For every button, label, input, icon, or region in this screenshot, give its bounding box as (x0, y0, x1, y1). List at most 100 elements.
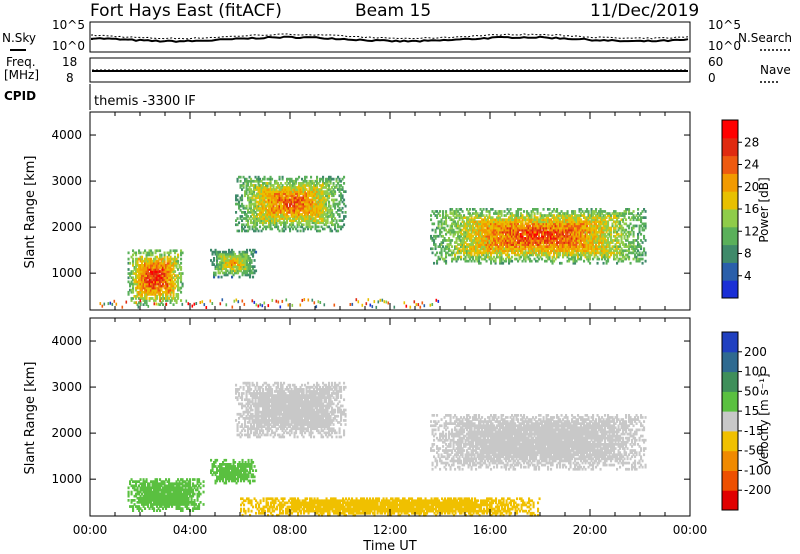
power-cell (234, 265, 237, 268)
power-cell (587, 218, 590, 222)
power-cell (572, 241, 575, 244)
power-cell (484, 241, 487, 244)
power-cell (277, 225, 280, 229)
power-cell (310, 198, 313, 202)
power-cell (157, 282, 160, 286)
power-cell (616, 218, 619, 222)
power-cell (470, 224, 473, 228)
power-cell (322, 211, 325, 214)
power-cell (133, 301, 136, 304)
power-cell (547, 226, 550, 230)
power-cell (518, 257, 521, 261)
power-cell (145, 302, 148, 306)
power-cell (317, 194, 320, 198)
power-cell (580, 241, 583, 244)
power-cell (281, 190, 284, 193)
power-cell (304, 202, 307, 206)
power-cell (569, 224, 572, 228)
power-cell (242, 175, 245, 179)
power-cell (304, 184, 307, 187)
power-cell (147, 276, 150, 280)
power-cell (556, 210, 559, 213)
power-cell (147, 284, 150, 288)
power-cell (616, 239, 619, 242)
power-cell (556, 230, 559, 234)
power-cell (160, 259, 163, 263)
power-cell (557, 228, 560, 232)
power-cell (135, 253, 138, 257)
power-cell (316, 219, 319, 222)
power-cell (602, 249, 605, 253)
power-cell (440, 247, 443, 251)
power-cell (159, 299, 162, 303)
power-cell (523, 247, 526, 251)
power-cell (298, 208, 301, 212)
power-cell (305, 192, 308, 196)
power-cell (322, 219, 325, 222)
power-cell (281, 188, 284, 191)
power-cell (310, 219, 313, 222)
power-cell (241, 299, 244, 303)
power-cell (502, 243, 505, 246)
power-cell (238, 275, 241, 279)
power-cell (325, 200, 328, 204)
power-cell (518, 237, 521, 240)
power-cell (479, 249, 482, 253)
power-cell (485, 239, 488, 242)
power-cell (217, 267, 220, 271)
power-cell (577, 220, 580, 224)
power-cell (520, 222, 523, 226)
power-cell (461, 237, 464, 240)
power-cell (245, 192, 248, 196)
power-cell (341, 211, 344, 214)
power-cell (275, 206, 278, 210)
power-cell (566, 232, 569, 236)
power-cell (139, 259, 142, 263)
power-cell (614, 239, 617, 242)
power-cell (578, 226, 581, 230)
power-cell (490, 228, 493, 232)
power-cell (284, 227, 287, 231)
power-cell (293, 225, 296, 229)
power-cell (601, 243, 604, 246)
power-cell (533, 226, 536, 230)
power-cell (220, 257, 223, 260)
power-cell (266, 190, 269, 193)
power-cell (476, 245, 479, 248)
power-cell (569, 247, 572, 251)
power-cell (596, 234, 599, 238)
power-cell (568, 214, 571, 217)
power-cell (271, 206, 274, 210)
power-cell (514, 216, 517, 219)
power-cell (482, 239, 485, 242)
power-cell (245, 215, 248, 218)
power-cell (154, 280, 157, 284)
power-cell (449, 218, 452, 222)
power-cell (457, 222, 460, 226)
power-cell (135, 259, 138, 263)
power-cell (237, 255, 240, 258)
power-cell (241, 184, 244, 187)
power-cell (611, 212, 614, 215)
power-cell (147, 304, 150, 308)
power-cell (545, 243, 548, 246)
power-cell (587, 226, 590, 230)
power-cell (260, 186, 263, 189)
power-cell (314, 206, 317, 210)
power-cell (499, 245, 502, 248)
power-cell (473, 241, 476, 244)
power-cell (165, 286, 168, 290)
power-cell (159, 257, 162, 261)
power-cell (132, 278, 135, 282)
power-cell (602, 216, 605, 219)
power-cell (293, 208, 296, 212)
power-cell (127, 261, 130, 265)
power-cell (475, 210, 478, 213)
power-cell (268, 215, 271, 218)
power-cell (263, 200, 266, 204)
power-cell (219, 257, 222, 260)
power-cell (569, 239, 572, 242)
power-cell (562, 237, 565, 240)
power-cell (455, 245, 458, 248)
power-cell (448, 245, 451, 248)
